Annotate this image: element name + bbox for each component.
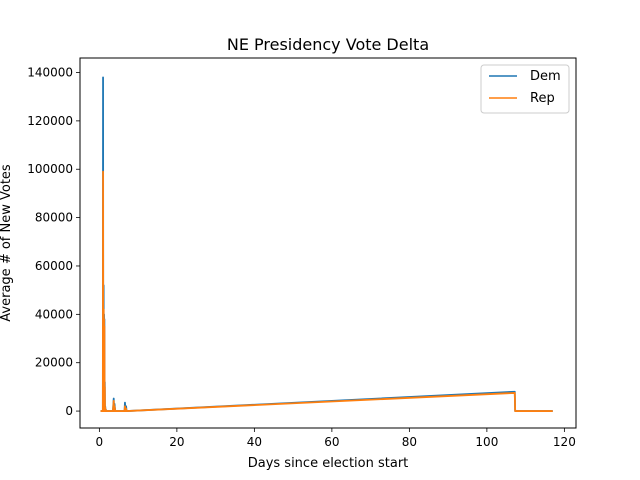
y-tick-label: 20000 (35, 356, 73, 370)
legend-label-rep: Rep (530, 91, 555, 106)
y-tick-label: 140000 (27, 66, 73, 80)
y-tick-label: 60000 (35, 259, 73, 273)
x-axis: 0 20 40 60 80 100 120 (96, 428, 576, 449)
y-tick-label: 0 (65, 404, 73, 418)
axes-frame (79, 57, 577, 429)
x-tick-label: 0 (96, 435, 104, 449)
x-tick-label: 40 (247, 435, 262, 449)
y-tick-label: 80000 (35, 211, 73, 225)
legend-label-dem: Dem (530, 69, 561, 84)
legend-box (480, 64, 570, 114)
x-tick-label: 100 (475, 435, 498, 449)
y-tick-label: 40000 (35, 307, 73, 321)
chart-title: NE Presidency Vote Delta (227, 35, 429, 54)
x-tick-label: 120 (553, 435, 576, 449)
legend: Dem Rep (480, 64, 570, 114)
x-axis-label: Days since election start (248, 456, 409, 471)
y-tick-label: 120000 (27, 114, 73, 128)
x-tick-label: 80 (402, 435, 417, 449)
plot-lines (100, 76, 553, 412)
y-axis: 0 20000 40000 60000 80000 100000 120000 140000 (27, 66, 80, 418)
x-tick-label: 60 (324, 435, 339, 449)
y-tick-label: 100000 (27, 162, 73, 176)
y-axis-label: Average # of New Votes (0, 164, 14, 322)
series-line-dem (100, 76, 553, 412)
series-line-rep (100, 170, 553, 412)
x-tick-label: 20 (169, 435, 184, 449)
